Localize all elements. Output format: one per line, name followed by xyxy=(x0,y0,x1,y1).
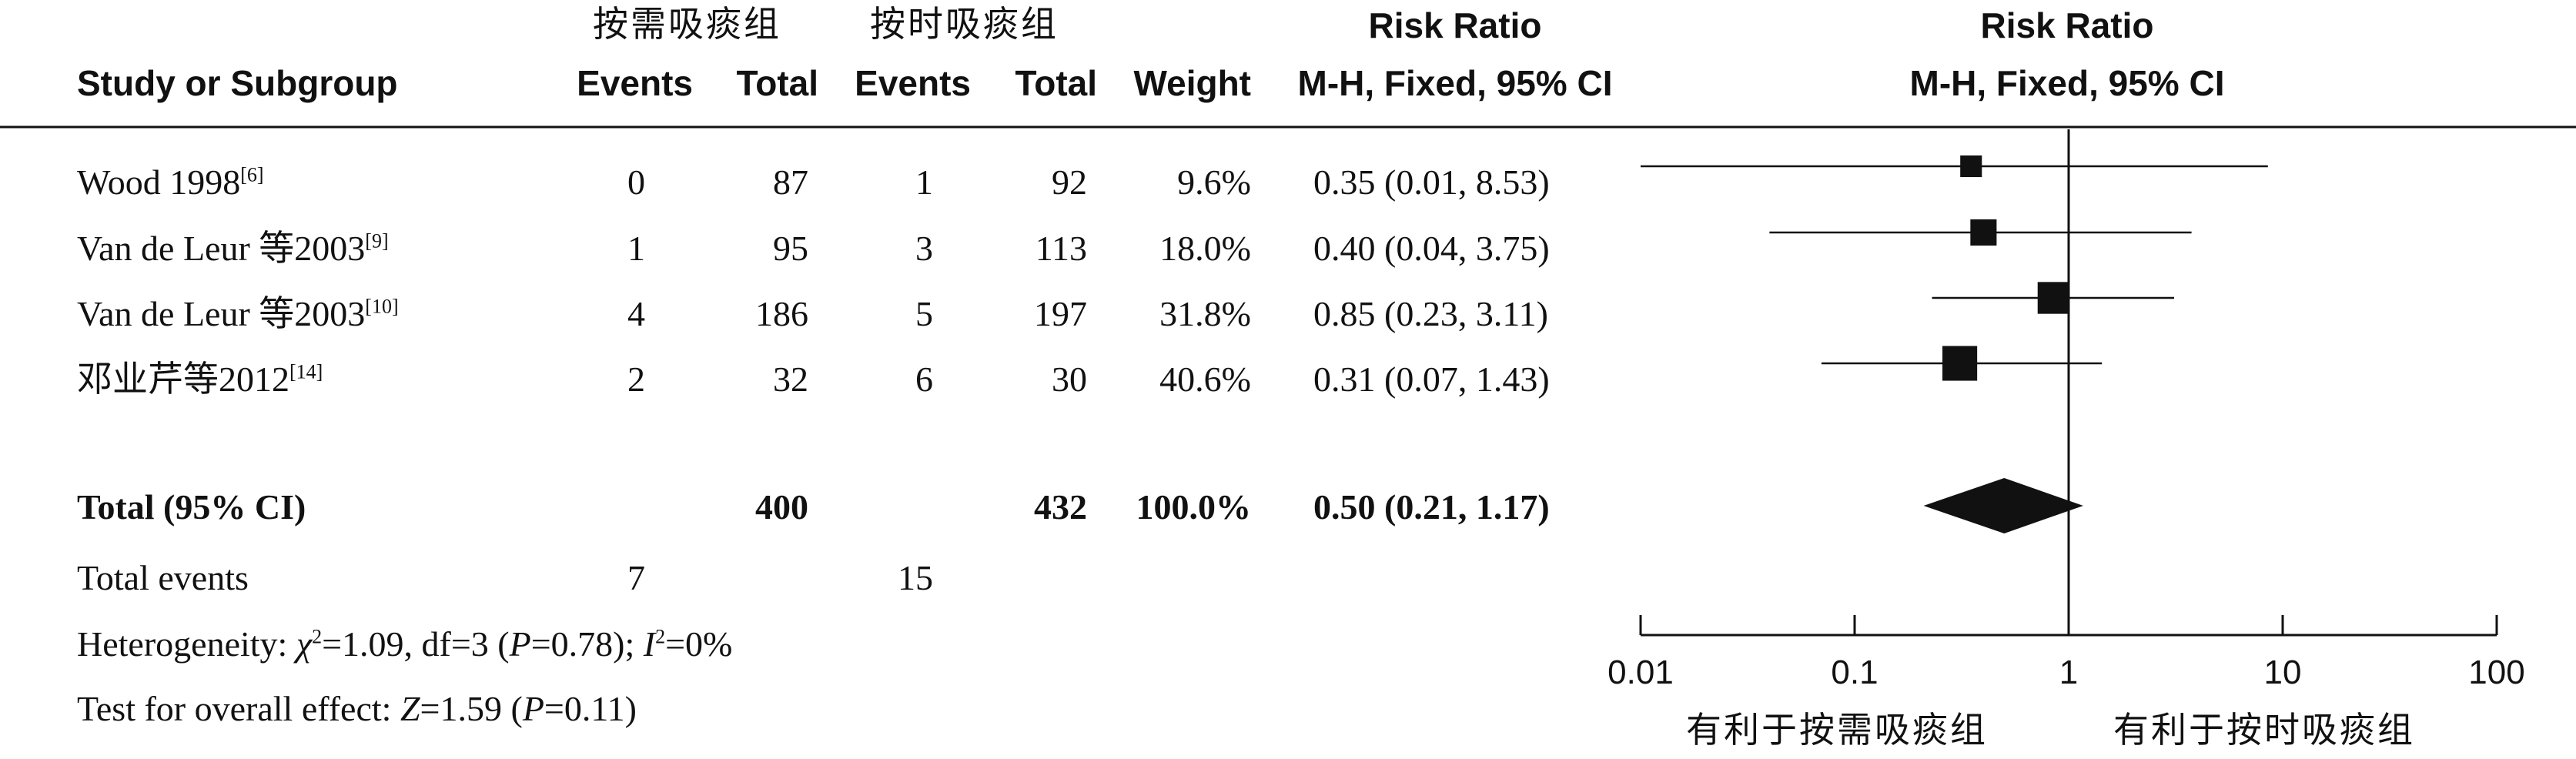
exp-total: 87 xyxy=(773,162,808,202)
study-name: Van de Leur 等2003[9] xyxy=(77,231,389,266)
ctrl-total: 30 xyxy=(1052,359,1087,399)
ctrl-events: 5 xyxy=(915,294,933,333)
total-events-label: Total events xyxy=(77,558,249,597)
study-column-header: Study or Subgroup xyxy=(77,63,398,103)
heterogeneity-text: Heterogeneity: χ2=1.09, df=3 (P=0.78); I… xyxy=(77,624,733,664)
study-square xyxy=(1970,219,1997,246)
p-symbol: P xyxy=(522,689,544,728)
study-ref: [6] xyxy=(240,163,264,186)
ctrl-total: 92 xyxy=(1052,162,1087,202)
total-ci-text: 0.50 (0.21, 1.17) xyxy=(1313,487,1550,527)
x-tick-label: 1 xyxy=(2059,654,2079,691)
study-ref: [10] xyxy=(365,295,399,318)
study-name: Wood 1998[6] xyxy=(77,165,264,200)
x-tick-label: 0.01 xyxy=(1607,654,1674,691)
ci-text: 0.85 (0.23, 3.11) xyxy=(1313,294,1548,333)
favours-right-label: 有利于按时吸痰组 xyxy=(2113,709,2415,751)
total-weight: 100.0% xyxy=(1136,487,1252,527)
study-square xyxy=(1960,155,1982,178)
weight: 40.6% xyxy=(1159,359,1251,399)
total-events-ctrl: 15 xyxy=(898,558,933,597)
total-ctrl-total: 432 xyxy=(1034,487,1087,527)
ctrl-total: 197 xyxy=(1034,294,1087,333)
rr-method-header: M-H, Fixed, 95% CI xyxy=(1297,63,1613,103)
study-name: 邓业芹等2012[14] xyxy=(77,362,323,397)
x-tick-label: 0.1 xyxy=(1831,654,1878,691)
p-value: =0.78); xyxy=(530,624,644,664)
ctrl-total: 113 xyxy=(1035,229,1087,268)
exp-events: 4 xyxy=(627,294,645,333)
het-prefix: Heterogeneity: xyxy=(77,624,296,664)
exp-group-header: 按需吸痰组 xyxy=(593,3,781,45)
ctrl-events: 1 xyxy=(915,162,933,202)
weight: 18.0% xyxy=(1159,229,1251,268)
ci-text: 0.31 (0.07, 1.43) xyxy=(1313,359,1550,399)
rr-column-title: Risk Ratio xyxy=(1368,5,1542,45)
exp-events: 0 xyxy=(627,162,645,202)
exp-events: 2 xyxy=(627,359,645,399)
ctrl-events: 3 xyxy=(915,229,933,268)
ctrl-group-header: 按时吸痰组 xyxy=(870,3,1059,45)
i-value: =0% xyxy=(665,624,733,664)
exp-total: 32 xyxy=(773,359,808,399)
overall-effect-text: Test for overall effect: Z=1.59 (P=0.11) xyxy=(77,691,637,727)
study-name-text: 邓业芹等2012 xyxy=(77,359,289,399)
overall-prefix: Test for overall effect: xyxy=(77,689,400,728)
study-square xyxy=(2037,282,2070,314)
study-name-text: Wood 1998 xyxy=(77,162,241,202)
ctrl-events: 6 xyxy=(915,359,933,399)
i-symbol: I xyxy=(643,624,656,664)
z-symbol: Z xyxy=(400,689,420,728)
weight: 9.6% xyxy=(1177,162,1251,202)
total-events-exp: 7 xyxy=(627,558,645,597)
study-name-text: Van de Leur 等2003 xyxy=(77,294,366,333)
study-square xyxy=(1942,346,1978,381)
chi-symbol: χ xyxy=(296,624,313,664)
study-ref: [14] xyxy=(289,360,323,383)
exp-events: 1 xyxy=(627,229,645,268)
z-value: =1.59 ( xyxy=(420,689,523,728)
exp-events-header: Events xyxy=(577,63,693,103)
exp-total: 186 xyxy=(755,294,808,333)
ci-text: 0.35 (0.01, 8.53) xyxy=(1313,162,1550,202)
ctrl-events-header: Events xyxy=(855,63,971,103)
total-exp-total: 400 xyxy=(755,487,808,527)
ci-text: 0.40 (0.04, 3.75) xyxy=(1313,229,1550,268)
study-name: Van de Leur 等2003[10] xyxy=(77,296,399,332)
x-tick-label: 100 xyxy=(2468,654,2525,691)
study-name-text: Van de Leur 等2003 xyxy=(77,229,366,268)
plot-title: Risk Ratio xyxy=(1980,5,2154,45)
pooled-diamond xyxy=(1923,478,2083,533)
ctrl-total-header: Total xyxy=(1015,63,1097,103)
exp-total: 95 xyxy=(773,229,808,268)
plot-method-header: M-H, Fixed, 95% CI xyxy=(1909,63,2225,103)
favours-left-label: 有利于按需吸痰组 xyxy=(1686,709,1988,751)
x-tick-label: 10 xyxy=(2263,654,2302,691)
weight-header: Weight xyxy=(1133,63,1251,103)
study-ref: [9] xyxy=(365,229,389,252)
p-symbol: P xyxy=(509,624,531,664)
exp-total-header: Total xyxy=(736,63,818,103)
weight: 31.8% xyxy=(1159,294,1251,333)
total-label: Total (95% CI) xyxy=(77,487,306,527)
chi-value: =1.09, df=3 ( xyxy=(322,624,510,664)
p-value: =0.11) xyxy=(544,689,637,728)
